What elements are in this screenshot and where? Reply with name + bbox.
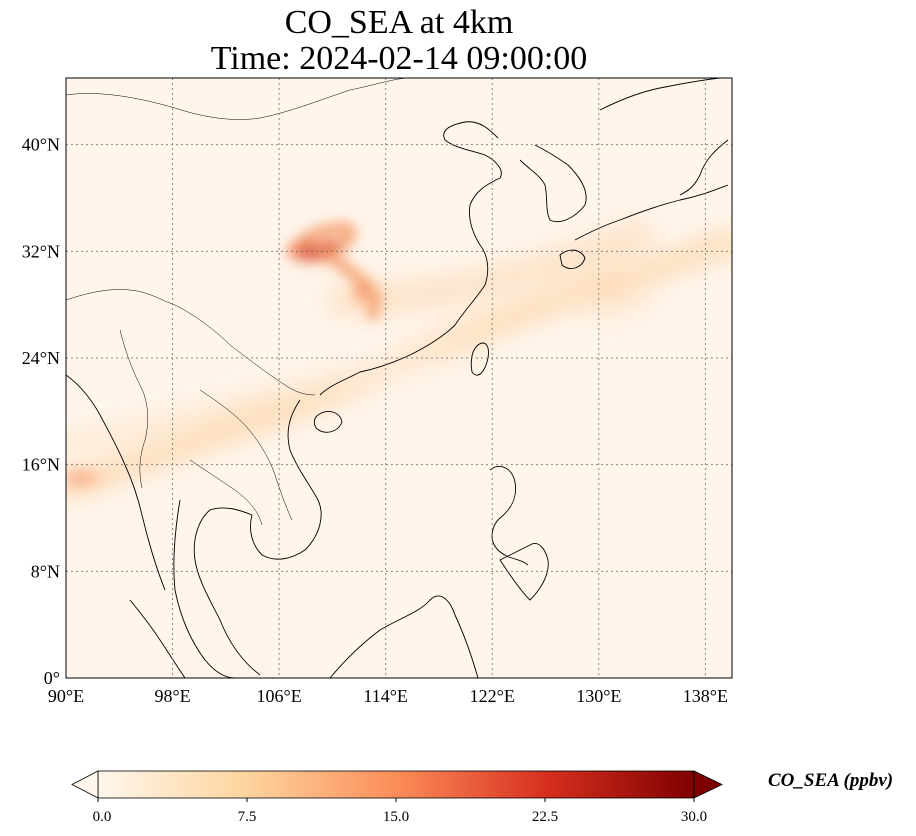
colorbar-tick-label: 0.0 [93,809,112,825]
philippines-south [499,543,549,601]
sichuan-hotspot-east [314,236,346,256]
longitude-tick-label: 106°E [257,686,302,706]
latitude-labels: 0° 8°N 16°N 24°N 32°N 40°N [22,135,60,688]
colorbar-extend-min [71,770,99,799]
map-title-time: Time: 2024-02-14 09:00:00 [210,40,588,77]
russia-coast [599,78,721,111]
colorbar-extend-max [693,770,723,799]
longitude-labels: 90°E 98°E 106°E 114°E 122°E 130°E 138°E [48,686,728,706]
japan-outflow-plume [550,250,670,330]
china-southern-border [66,289,316,396]
map-title-variable: CO_SEA at 4km [284,4,514,41]
map-background [66,78,732,678]
bay-of-bengal-coast [66,374,166,591]
southern-band [66,336,483,454]
laos-vietnam-border [199,389,293,521]
longitude-tick-label: 122°E [470,686,515,706]
colorbar-tick-label: 22.5 [532,809,558,825]
kyushu [559,249,586,269]
malay-peninsula [173,499,236,678]
colorbar-tick-label: 15.0 [383,809,409,825]
country-borders [66,78,411,526]
gulf-of-thailand [193,507,261,676]
latitude-tick-label: 16°N [22,455,60,475]
colorbar-tick-label: 30.0 [681,809,707,825]
borneo [329,595,479,678]
longitude-tick-label: 98°E [154,686,190,706]
map-frame [65,77,733,679]
china-coastline [319,121,502,396]
coastlines [66,78,729,678]
latitude-tick-label: 8°N [31,561,60,581]
colorbar-ticks: 0.0 7.5 15.0 22.5 30.0 [93,798,707,825]
sumatra-tip [129,599,186,678]
latitude-tick-label: 24°N [22,348,60,368]
korea-peninsula [519,144,587,223]
colorbar: 0.0 7.5 15.0 22.5 30.0 [71,770,723,825]
thailand-cambodia-border [189,459,263,526]
latitude-tick-label: 0° [44,668,60,688]
colorbar-label: CO_SEA (ppbv) [768,770,894,791]
concentration-field [66,216,732,500]
japan-honshu [574,139,729,241]
hubei-hotspot [348,274,376,310]
gridlines [66,78,732,678]
colorbar-tick-label: 7.5 [238,809,257,825]
taiwan [470,342,489,376]
myanmar-border [119,329,148,489]
colorbar-gradient [97,770,695,799]
indochina-hotspot [66,464,110,492]
hainan [313,411,343,433]
longitude-tick-label: 114°E [363,686,408,706]
latitude-tick-label: 32°N [22,241,60,261]
longitude-tick-label: 138°E [683,686,728,706]
china-mongolia-border [66,78,411,120]
longitude-tick-label: 130°E [576,686,621,706]
indochina-coast [250,399,322,560]
longitude-tick-label: 90°E [48,686,84,706]
latitude-tick-label: 40°N [22,135,60,155]
